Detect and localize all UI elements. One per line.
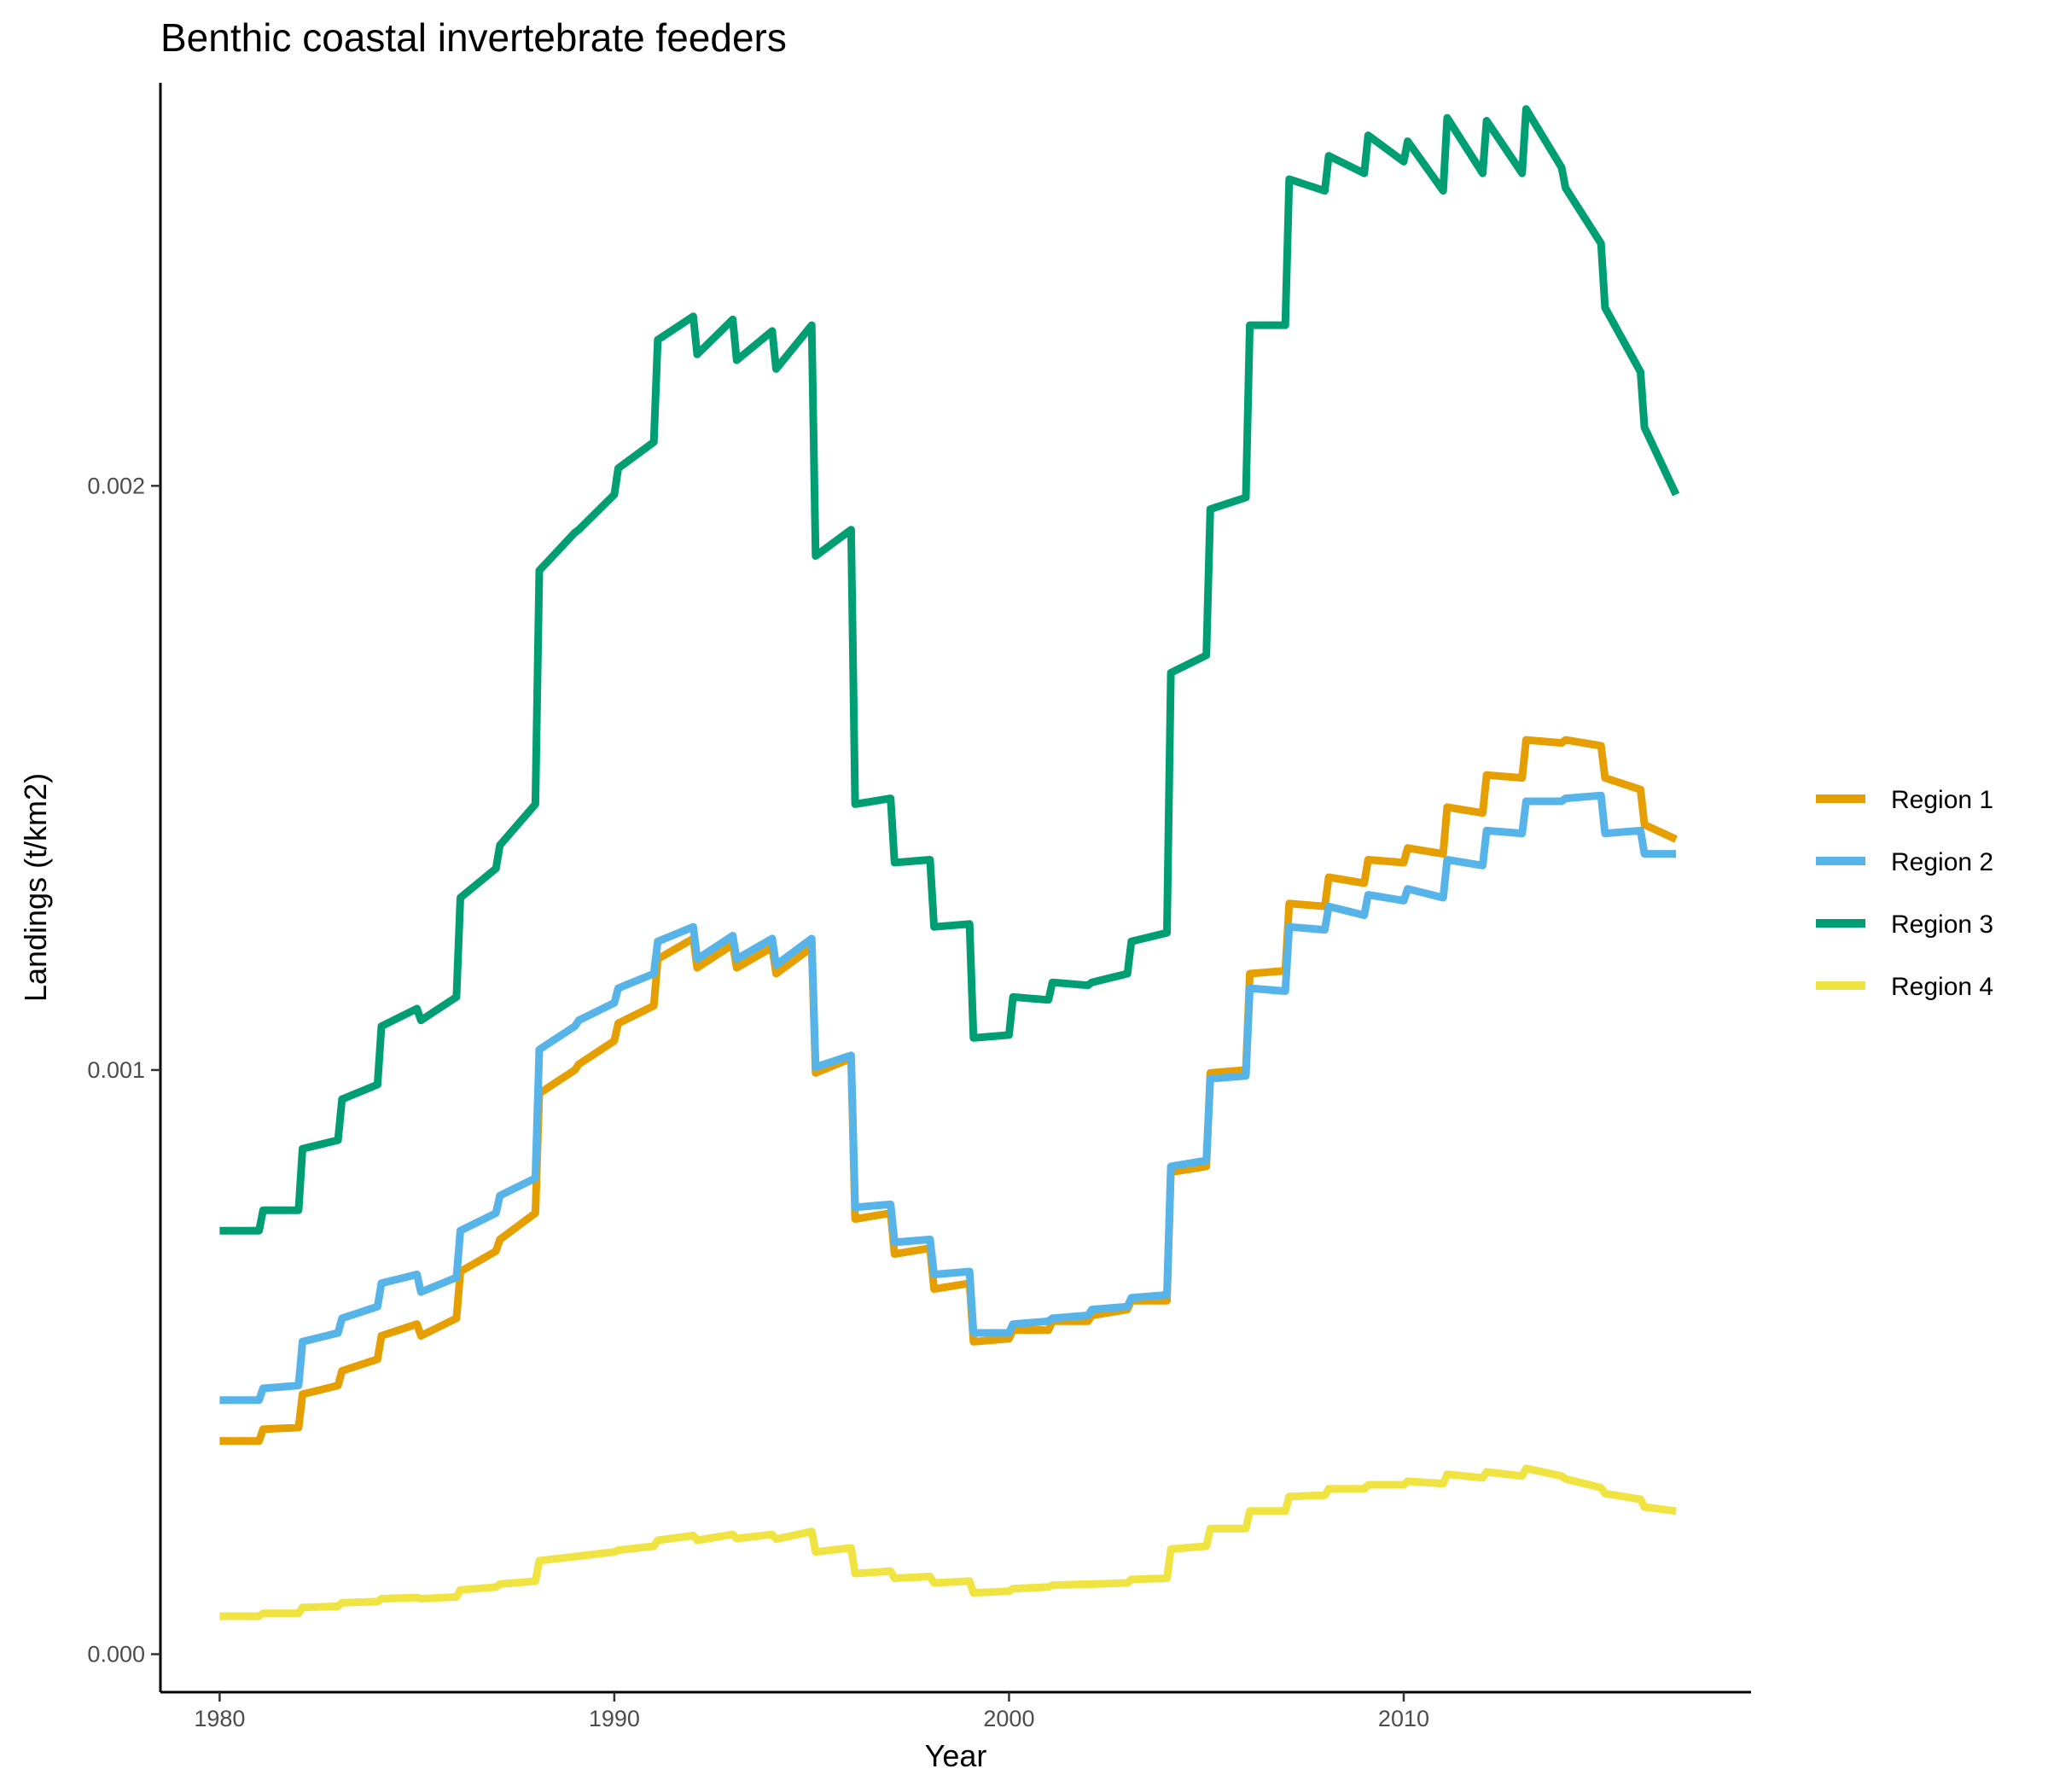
x-tick-label: 1980 — [194, 1706, 245, 1731]
y-tick-label: 0.002 — [87, 473, 145, 498]
y-axis-ticks: 0.000 0.001 0.002 — [87, 473, 160, 1667]
legend-label: Region 3 — [1891, 911, 1993, 939]
x-tick-label: 2010 — [1378, 1706, 1429, 1731]
legend-item: Region 2 — [1816, 848, 1993, 876]
series-layer — [219, 105, 1680, 1620]
legend-item: Region 1 — [1816, 786, 1993, 814]
legend-label: Region 2 — [1891, 848, 1993, 876]
series-line-region-3 — [219, 105, 1680, 1235]
y-tick-label: 0.001 — [87, 1057, 145, 1083]
chart-title: Benthic coastal invertebrate feeders — [160, 15, 787, 60]
legend: Region 1 Region 2 Region 3 Region 4 — [1816, 786, 1993, 1001]
legend-item: Region 4 — [1816, 973, 1993, 1001]
series-line-region-1 — [219, 736, 1678, 1446]
series-line-region-4 — [219, 1464, 1677, 1620]
plot-area: 1980 1990 2000 2010 0.000 0.001 0.002 — [87, 83, 1751, 1731]
x-axis-ticks: 1980 1990 2000 2010 — [194, 1692, 1429, 1731]
x-tick-label: 2000 — [983, 1706, 1034, 1731]
legend-item: Region 3 — [1816, 911, 1993, 939]
legend-label: Region 4 — [1891, 973, 1993, 1001]
series-line-region-2 — [219, 791, 1677, 1405]
y-axis-title: Landings (t/km2) — [18, 773, 53, 1002]
legend-label: Region 1 — [1891, 786, 1993, 814]
x-axis-title: Year — [925, 1738, 987, 1773]
y-tick-label: 0.000 — [87, 1642, 145, 1667]
x-tick-label: 1990 — [589, 1706, 640, 1731]
